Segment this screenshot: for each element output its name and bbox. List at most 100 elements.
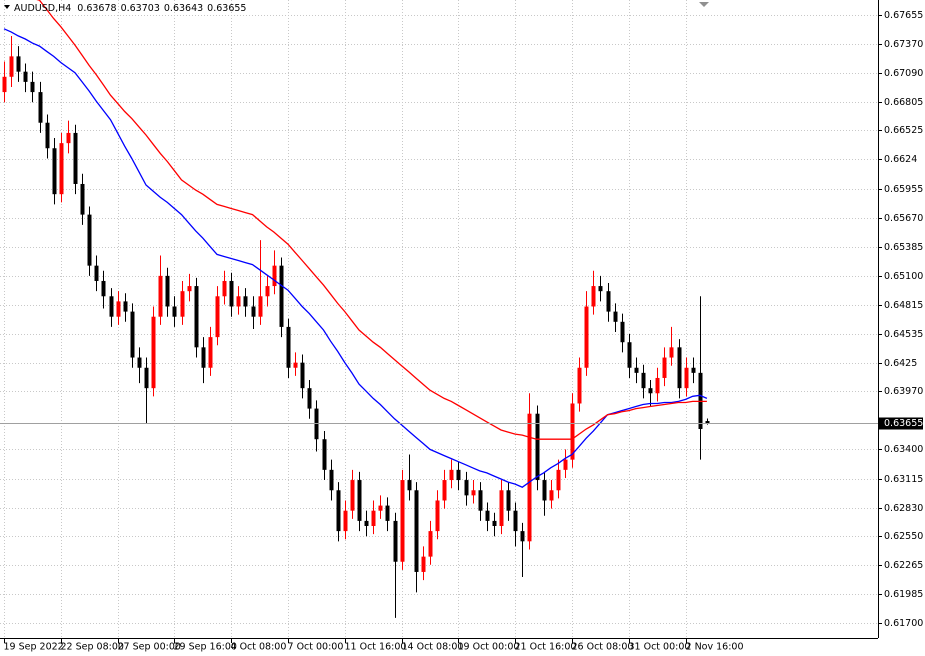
y-tick-label: 0.6425 xyxy=(884,358,917,369)
candle-body xyxy=(73,132,78,184)
candle-body xyxy=(421,556,426,572)
candle-body xyxy=(584,306,589,368)
x-tick-label: 31 Oct 00:00 xyxy=(629,642,691,653)
x-tick-label: 19 Sep 2022 xyxy=(4,642,64,653)
y-tick-label: 0.62550 xyxy=(884,531,923,542)
candle-body xyxy=(272,265,277,287)
x-tick-label: 19 Oct 00:00 xyxy=(458,642,520,653)
candle-body xyxy=(236,296,241,307)
candle-body xyxy=(116,301,121,317)
candle-body xyxy=(705,421,710,424)
candle-body xyxy=(627,342,632,368)
x-tick-label: 29 Sep 16:00 xyxy=(174,642,237,653)
candle-body xyxy=(343,510,348,532)
candle-body xyxy=(350,480,355,511)
candle-body xyxy=(570,403,575,460)
candle-body xyxy=(684,367,689,389)
symbol: AUDUSD,H4 xyxy=(14,3,71,14)
plot-area xyxy=(0,0,878,618)
candle-body xyxy=(662,357,667,378)
candle-body xyxy=(527,413,532,542)
moving-average xyxy=(3,28,708,488)
candle-body xyxy=(591,286,596,307)
header-high: 0.63703 xyxy=(121,3,160,14)
candle-body xyxy=(144,367,149,389)
y-tick-label: 0.64815 xyxy=(884,300,923,311)
y-tick-label: 0.67370 xyxy=(884,39,923,50)
header-low: 0.63643 xyxy=(164,3,203,14)
current-price-box xyxy=(879,417,923,430)
candle-body xyxy=(251,306,256,317)
candle-body xyxy=(229,280,234,307)
y-tick-label: 0.65100 xyxy=(884,271,923,282)
candle-body xyxy=(456,469,461,481)
candle-body xyxy=(563,459,568,470)
candle-body xyxy=(101,280,106,297)
candle-body xyxy=(300,362,305,389)
x-tick-label: 21 Oct 16:00 xyxy=(515,642,577,653)
candle-body xyxy=(222,280,227,297)
y-tick-label: 0.64535 xyxy=(884,329,923,340)
candle-body xyxy=(407,480,412,491)
candle-body xyxy=(87,214,92,266)
candle-body xyxy=(187,286,192,292)
candle-body xyxy=(215,296,220,338)
y-tick-label: 0.65670 xyxy=(884,213,923,224)
candle-body xyxy=(648,388,653,394)
candle-body xyxy=(385,505,390,521)
candle-body xyxy=(158,275,163,317)
candle-body xyxy=(265,286,270,297)
candle-body xyxy=(641,372,646,389)
y-tick-label: 0.61985 xyxy=(884,589,923,600)
candle-body xyxy=(691,367,696,373)
header-close: 0.63655 xyxy=(207,3,246,14)
candle-body xyxy=(492,520,497,527)
candle-body xyxy=(549,490,554,501)
candle-body xyxy=(130,311,135,358)
candle-body xyxy=(577,367,582,404)
candle-body xyxy=(9,56,14,77)
candle-body xyxy=(478,490,483,511)
y-tick-label: 0.65955 xyxy=(884,184,923,195)
y-tick-label: 0.62265 xyxy=(884,560,923,571)
y-tick-label: 0.63970 xyxy=(884,386,923,397)
candle-body xyxy=(194,286,199,348)
candle-body xyxy=(371,510,376,527)
y-tick-label: 0.63115 xyxy=(884,474,923,485)
menu-arrow[interactable] xyxy=(4,5,10,9)
x-tick-label: 7 Oct 00:00 xyxy=(288,642,344,653)
candle-body xyxy=(59,143,64,195)
y-tick-label: 0.66525 xyxy=(884,125,923,136)
candle-body xyxy=(23,71,28,82)
axes: 0.67655 0.67370 0.67090 0.66805 0.66525 0.662… xyxy=(4,10,924,653)
x-tick-label: 4 Oct 08:00 xyxy=(231,642,287,653)
candle-body xyxy=(243,296,248,307)
x-tick-label: 11 Oct 16:00 xyxy=(345,642,407,653)
candle-body xyxy=(435,500,440,532)
x-tick-label: 27 Sep 00:00 xyxy=(118,642,181,653)
shift-marker[interactable] xyxy=(699,2,709,7)
candle-body xyxy=(556,469,561,491)
candle-body xyxy=(620,321,625,343)
candle-body xyxy=(123,301,128,312)
y-tick-label: 0.67655 xyxy=(884,10,923,21)
candle-body xyxy=(598,286,603,292)
candle-body xyxy=(307,388,312,409)
candle-body xyxy=(52,148,57,195)
candle-body xyxy=(336,490,341,532)
candle-body xyxy=(535,413,540,481)
candle-body xyxy=(442,480,447,501)
candle-body xyxy=(30,81,35,93)
candle-body xyxy=(45,122,50,149)
candle-body xyxy=(471,490,476,496)
candle-body xyxy=(322,439,327,470)
candle-body xyxy=(16,56,21,72)
candle-body xyxy=(293,362,298,368)
candle-body xyxy=(428,531,433,557)
candle-body xyxy=(109,296,114,317)
candle-body xyxy=(520,531,525,542)
candle-body xyxy=(542,480,547,501)
y-tick-label: 0.62830 xyxy=(884,503,923,514)
